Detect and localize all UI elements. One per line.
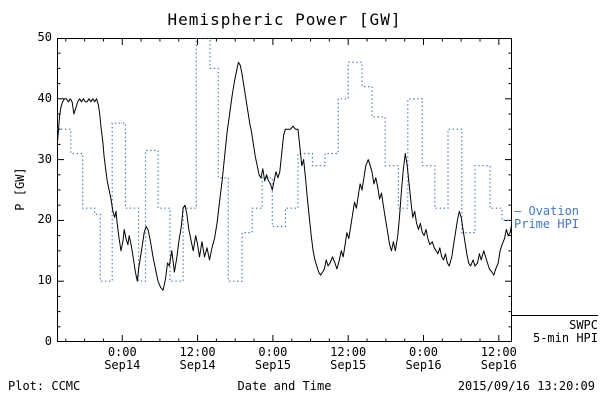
y-tick-label: 40 [37,90,52,105]
y-axis-label: P [GW] [13,167,27,211]
legend-ovation-line1: – Ovation [514,204,580,218]
x-tick-label: 0:00 Sep16 [405,345,442,372]
plot-source-label: Plot: CCMC [8,379,81,393]
x-tick-label: 0:00 Sep15 [254,345,291,372]
y-tick-label: 10 [37,273,52,288]
x-tick-label: 0:00 Sep14 [104,345,141,372]
legend-swpc: SWPC 5-min HPI [512,315,598,345]
legend-swpc-line-sample [512,315,598,316]
x-tick-label: 12:00 Sep15 [330,345,367,372]
y-tick-label: 50 [37,30,52,44]
swpc-series [57,61,512,291]
plot-canvas [57,38,512,342]
y-tick-label: 20 [37,212,52,227]
legend-swpc-line1: SWPC [569,318,598,332]
x-tick-label: 12:00 Sep16 [480,345,517,372]
x-axis-label: Date and Time [237,379,332,393]
y-tick-label: 30 [37,151,52,166]
legend-ovation: – Ovation Prime HPI [514,205,579,231]
legend-ovation-line2: Prime HPI [514,217,580,231]
legend-swpc-line2: 5-min HPI [532,331,598,345]
ovation-prime-series [57,38,512,282]
y-tick-label: 0 [44,334,52,348]
chart-title: Hemispheric Power [GW] [167,10,402,29]
plot-timestamp: 2015/09/16 13:20:09 [457,379,595,393]
x-tick-label: 12:00 Sep14 [179,345,216,372]
